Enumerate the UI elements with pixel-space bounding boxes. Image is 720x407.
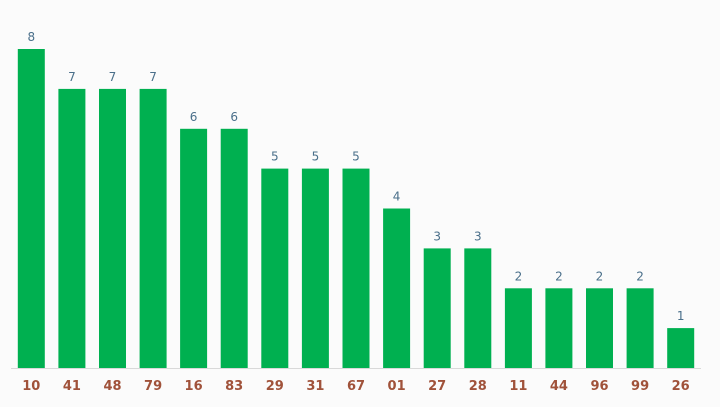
bars-group xyxy=(17,49,695,369)
value-label-11: 2 xyxy=(515,269,523,283)
category-label-96: 96 xyxy=(590,379,608,394)
value-label-41: 7 xyxy=(68,70,76,84)
category-label-41: 41 xyxy=(63,379,81,394)
bar-11 xyxy=(504,288,532,369)
value-label-31: 5 xyxy=(312,150,320,164)
bar-67 xyxy=(342,168,370,368)
bar-16 xyxy=(180,128,208,369)
bar-44 xyxy=(545,288,573,369)
category-label-16: 16 xyxy=(185,379,203,394)
value-label-96: 2 xyxy=(596,269,604,283)
bar-99 xyxy=(626,288,654,369)
bar-28 xyxy=(464,248,492,368)
value-label-16: 6 xyxy=(190,110,198,124)
category-label-48: 48 xyxy=(103,379,121,394)
value-label-10: 8 xyxy=(27,30,35,44)
value-labels-group: 8 7 7 7 6 6 5 5 5 4 3 3 2 2 2 2 1 xyxy=(27,30,684,323)
bar-26 xyxy=(667,328,695,368)
bar-83 xyxy=(220,128,248,369)
category-label-01: 01 xyxy=(388,379,406,394)
value-label-79: 7 xyxy=(149,70,157,84)
category-label-67: 67 xyxy=(347,379,365,394)
category-label-11: 11 xyxy=(509,379,527,394)
category-label-83: 83 xyxy=(225,379,243,394)
value-label-44: 2 xyxy=(555,269,563,283)
bar-31 xyxy=(301,168,329,368)
value-label-48: 7 xyxy=(109,70,117,84)
category-label-44: 44 xyxy=(550,379,568,394)
category-labels-group: 10 41 48 79 16 83 29 31 67 01 27 28 11 44 96 99 26 xyxy=(22,379,689,394)
value-label-28: 3 xyxy=(474,229,482,243)
bar-27 xyxy=(423,248,451,368)
category-label-10: 10 xyxy=(22,379,40,394)
bar-10 xyxy=(17,49,45,368)
value-label-26: 1 xyxy=(677,309,685,323)
category-label-79: 79 xyxy=(144,379,162,394)
value-label-27: 3 xyxy=(433,229,441,243)
bar-41 xyxy=(58,88,86,369)
value-label-29: 5 xyxy=(271,150,279,164)
bar-96 xyxy=(586,288,613,369)
category-label-28: 28 xyxy=(469,379,487,394)
bar-48 xyxy=(99,88,126,369)
value-label-01: 4 xyxy=(393,190,401,204)
bar-29 xyxy=(261,168,289,368)
value-label-83: 6 xyxy=(230,110,238,124)
category-label-27: 27 xyxy=(428,379,446,394)
bar-01 xyxy=(383,208,411,368)
category-label-31: 31 xyxy=(306,379,324,394)
category-label-99: 99 xyxy=(631,379,649,394)
category-label-29: 29 xyxy=(266,379,284,394)
value-label-99: 2 xyxy=(636,269,644,283)
value-label-67: 5 xyxy=(352,150,360,164)
category-label-26: 26 xyxy=(672,379,690,394)
bar-79 xyxy=(139,88,167,369)
